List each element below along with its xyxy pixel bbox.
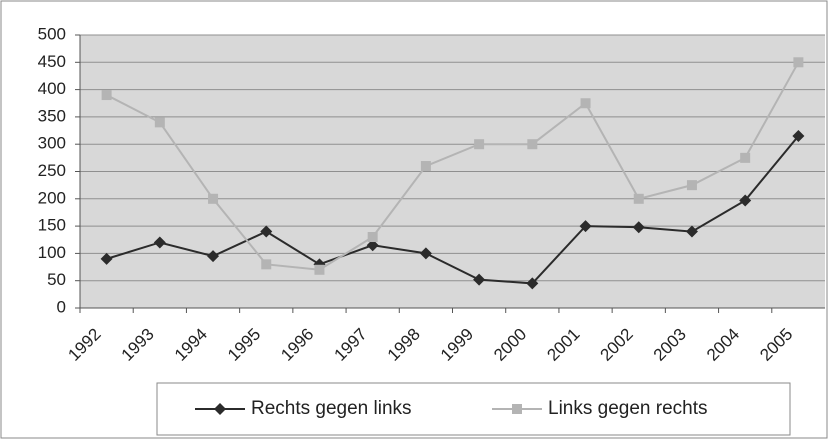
data-point xyxy=(633,193,644,204)
data-point xyxy=(579,220,592,233)
data-point xyxy=(792,130,805,143)
legend-marker xyxy=(214,403,226,415)
y-tick-label: 150 xyxy=(38,216,66,235)
series-line xyxy=(106,61,800,271)
data-point xyxy=(632,221,645,234)
y-tick-label: 200 xyxy=(38,188,66,207)
data-point xyxy=(793,57,804,68)
data-point xyxy=(100,252,113,265)
data-point xyxy=(740,152,751,163)
y-tick-label: 100 xyxy=(38,243,66,262)
data-point xyxy=(367,232,378,243)
series-line xyxy=(106,135,800,285)
y-tick-label: 300 xyxy=(38,134,66,153)
data-point xyxy=(260,225,273,238)
data-point xyxy=(420,161,431,172)
data-point xyxy=(739,194,752,207)
data-point xyxy=(419,247,432,260)
data-point xyxy=(261,259,272,270)
data-point xyxy=(686,180,697,191)
legend-label: Links gegen rechts xyxy=(548,398,708,419)
y-tick-label: 500 xyxy=(38,24,66,43)
legend-marker xyxy=(512,404,522,414)
data-point xyxy=(314,264,325,275)
y-tick-label: 0 xyxy=(57,297,66,316)
y-tick-label: 250 xyxy=(38,161,66,180)
data-point xyxy=(474,139,485,150)
data-point xyxy=(207,250,220,263)
y-tick-label: 50 xyxy=(47,270,66,289)
legend-label: Rechts gegen links xyxy=(251,398,412,419)
data-point xyxy=(526,277,539,290)
y-tick-label: 400 xyxy=(38,79,66,98)
data-point xyxy=(208,193,219,204)
data-point xyxy=(580,98,591,109)
data-point xyxy=(101,90,112,101)
data-point xyxy=(366,239,379,252)
y-tick-label: 450 xyxy=(38,52,66,71)
y-tick-label: 350 xyxy=(38,106,66,125)
data-point xyxy=(685,225,698,238)
data-point xyxy=(473,273,486,286)
data-point xyxy=(154,117,165,128)
legend xyxy=(156,382,791,436)
data-point xyxy=(153,236,166,249)
data-point xyxy=(527,139,538,150)
